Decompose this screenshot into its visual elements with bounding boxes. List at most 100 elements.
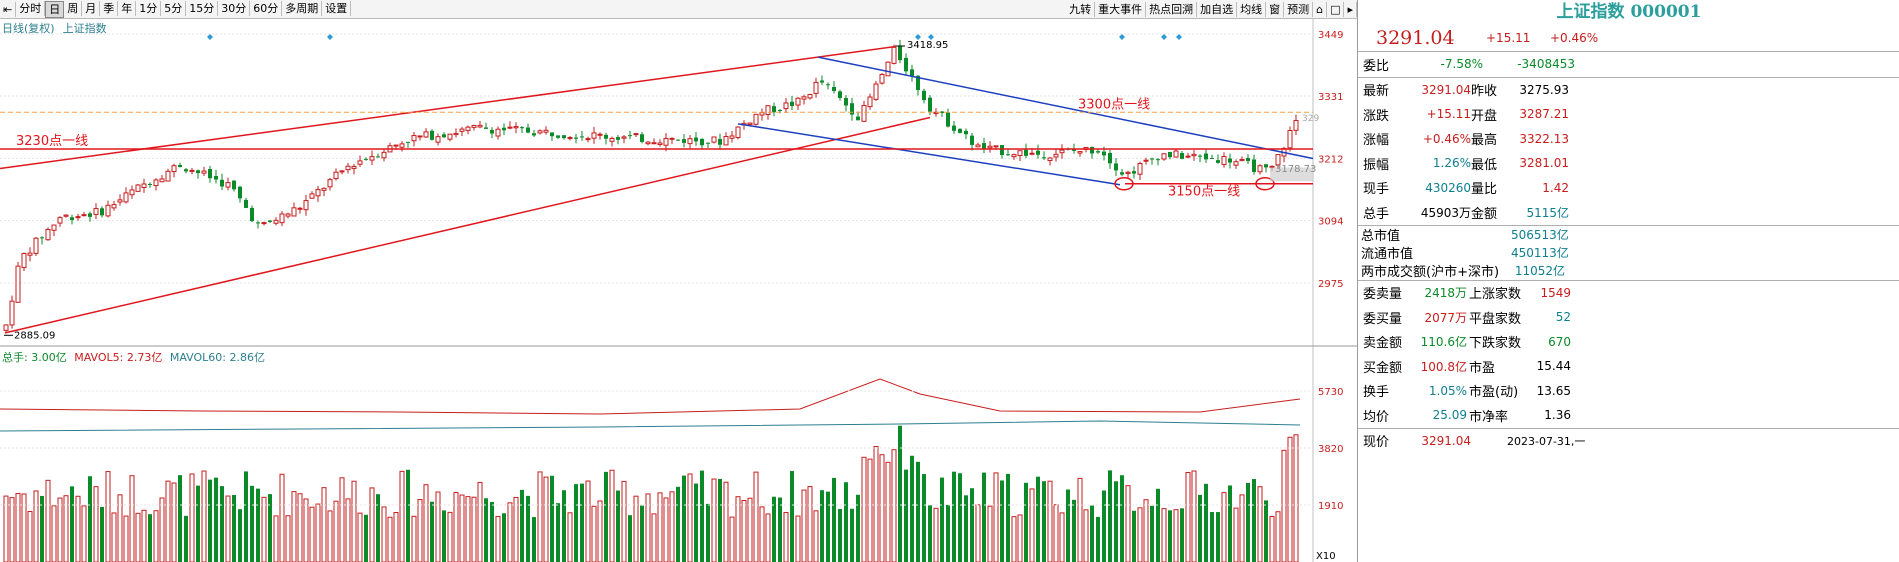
volume-bar-up xyxy=(141,509,147,562)
volume-bar-down xyxy=(970,488,974,562)
volume-bar-up xyxy=(1017,514,1023,562)
period-tab-10[interactable]: 60分 xyxy=(250,0,283,16)
period-tab-0[interactable]: 分时 xyxy=(16,0,46,16)
period-tab-11[interactable]: 多周期 xyxy=(282,0,323,16)
volume-bar-up xyxy=(723,481,729,562)
volume-bar-down xyxy=(490,501,494,562)
event-diamond-icon xyxy=(928,34,934,40)
volume-bar-down xyxy=(1168,510,1172,562)
candle-up xyxy=(15,265,21,303)
toolbar-arrow-icon[interactable]: ⇤ xyxy=(0,1,17,17)
period-tab-7[interactable]: 5分 xyxy=(161,0,187,16)
period-tab-5[interactable]: 年 xyxy=(118,0,137,16)
toolbar-button-4[interactable]: 均线 xyxy=(1237,1,1267,17)
candle-up xyxy=(1173,150,1179,158)
volume-bar-up xyxy=(807,486,813,562)
volume-bar-up xyxy=(21,493,27,562)
stat-label: 最低 xyxy=(1471,157,1498,173)
stat-label: 总手 xyxy=(1363,206,1390,222)
volume-bar-up xyxy=(657,492,663,562)
period-tab-12[interactable]: 设置 xyxy=(322,0,352,16)
candle-up xyxy=(357,160,363,165)
period-tab-1[interactable]: 日 xyxy=(45,0,65,18)
toolbar-button-6[interactable]: 预测 xyxy=(1284,1,1314,17)
period-tab-4[interactable]: 季 xyxy=(100,0,119,16)
volume-bar-down xyxy=(916,461,920,562)
toolbar-button-1[interactable]: 重大事件 xyxy=(1095,1,1147,17)
candle-up xyxy=(765,105,771,116)
volume-bar-down xyxy=(256,488,260,562)
toolbar-button-3[interactable]: 加自选 xyxy=(1197,1,1238,17)
quote-title: 上证指数 000001 xyxy=(1556,2,1702,22)
volume-bar-down xyxy=(910,455,914,562)
candle-up xyxy=(669,137,675,140)
candle-up xyxy=(567,137,573,140)
candle-up xyxy=(1221,156,1227,165)
menu-icon[interactable]: ▸ xyxy=(1344,1,1357,17)
candle-up xyxy=(3,324,9,331)
market-value: 506513亿 xyxy=(1511,228,1569,242)
volume-bar-down xyxy=(1108,470,1112,562)
volume-bar-up xyxy=(1059,512,1065,562)
volume-bar-down xyxy=(556,503,560,562)
candle-up xyxy=(987,145,993,149)
toolbar-button-5[interactable]: 窗 xyxy=(1266,1,1285,17)
candle-up xyxy=(1287,130,1293,149)
period-tab-9[interactable]: 30分 xyxy=(218,0,251,16)
volume-bar-down xyxy=(232,494,236,562)
candle-up xyxy=(93,208,99,215)
volume-bar-up xyxy=(453,492,459,562)
window-icon[interactable]: □ xyxy=(1327,1,1345,17)
price-tick: 3094 xyxy=(1318,216,1343,227)
candle-down xyxy=(790,101,794,106)
lock-icon[interactable]: ⌂ xyxy=(1313,1,1328,17)
candle-down xyxy=(700,138,704,146)
footer-price: 3291.04 xyxy=(1421,433,1471,448)
period-tab-8[interactable]: 15分 xyxy=(186,0,219,16)
candle-down xyxy=(844,98,848,106)
toolbar-button-0[interactable]: 九转 xyxy=(1066,1,1096,17)
candle-up xyxy=(621,136,627,139)
toolbar-button-2[interactable]: 热点回溯 xyxy=(1146,1,1198,17)
volume-bar-up xyxy=(597,500,603,562)
candle-up xyxy=(1077,151,1083,154)
volume-bar-up xyxy=(591,505,597,562)
candle-up xyxy=(1257,165,1263,173)
volume-bar-down xyxy=(574,484,578,562)
mavol5-line xyxy=(0,378,1301,415)
volume-bar-up xyxy=(471,496,477,562)
period-tab-3[interactable]: 月 xyxy=(82,0,101,16)
stat-value: +15.11 xyxy=(1426,107,1471,122)
candle-up xyxy=(303,200,309,211)
volume-bar-up xyxy=(1137,507,1143,562)
candle-down xyxy=(778,110,782,112)
period-tab-2[interactable]: 周 xyxy=(64,0,83,16)
candle-up xyxy=(735,126,741,139)
candle-up xyxy=(333,171,339,180)
candle-up xyxy=(1143,159,1149,162)
candle-down xyxy=(550,132,554,137)
kline-chart[interactable]: 3449 3331 3212 3094 2975 5730 3820 1910 X10 3300点… xyxy=(0,19,1357,562)
candle-up xyxy=(189,169,195,172)
candle-down xyxy=(958,128,962,133)
period-tab-6[interactable]: 1分 xyxy=(136,0,162,16)
candle-up xyxy=(273,219,279,224)
order-value: 1549 xyxy=(1540,285,1571,300)
candle-up xyxy=(993,145,999,148)
volume-bar-up xyxy=(1281,449,1287,562)
chart-mode-label[interactable]: 日线(复权) xyxy=(2,22,55,35)
volume-bar-up xyxy=(1269,515,1275,562)
candle-down xyxy=(1228,158,1232,163)
candle-up xyxy=(111,204,117,209)
stat-label: 振幅 xyxy=(1363,157,1390,173)
volume-bar-down xyxy=(1096,516,1100,562)
candle-up xyxy=(753,113,759,125)
stat-label: 现手 xyxy=(1363,182,1390,198)
volume-bar-up xyxy=(327,510,333,562)
candle-up xyxy=(33,237,39,254)
stat-value: 1.42 xyxy=(1542,180,1569,195)
volume-bar-down xyxy=(826,491,830,562)
event-diamond-icon xyxy=(1176,34,1182,40)
price-tick: 2975 xyxy=(1318,279,1343,290)
order-row: 买金额 100.8亿 市盈 15.44 xyxy=(1358,354,1899,379)
